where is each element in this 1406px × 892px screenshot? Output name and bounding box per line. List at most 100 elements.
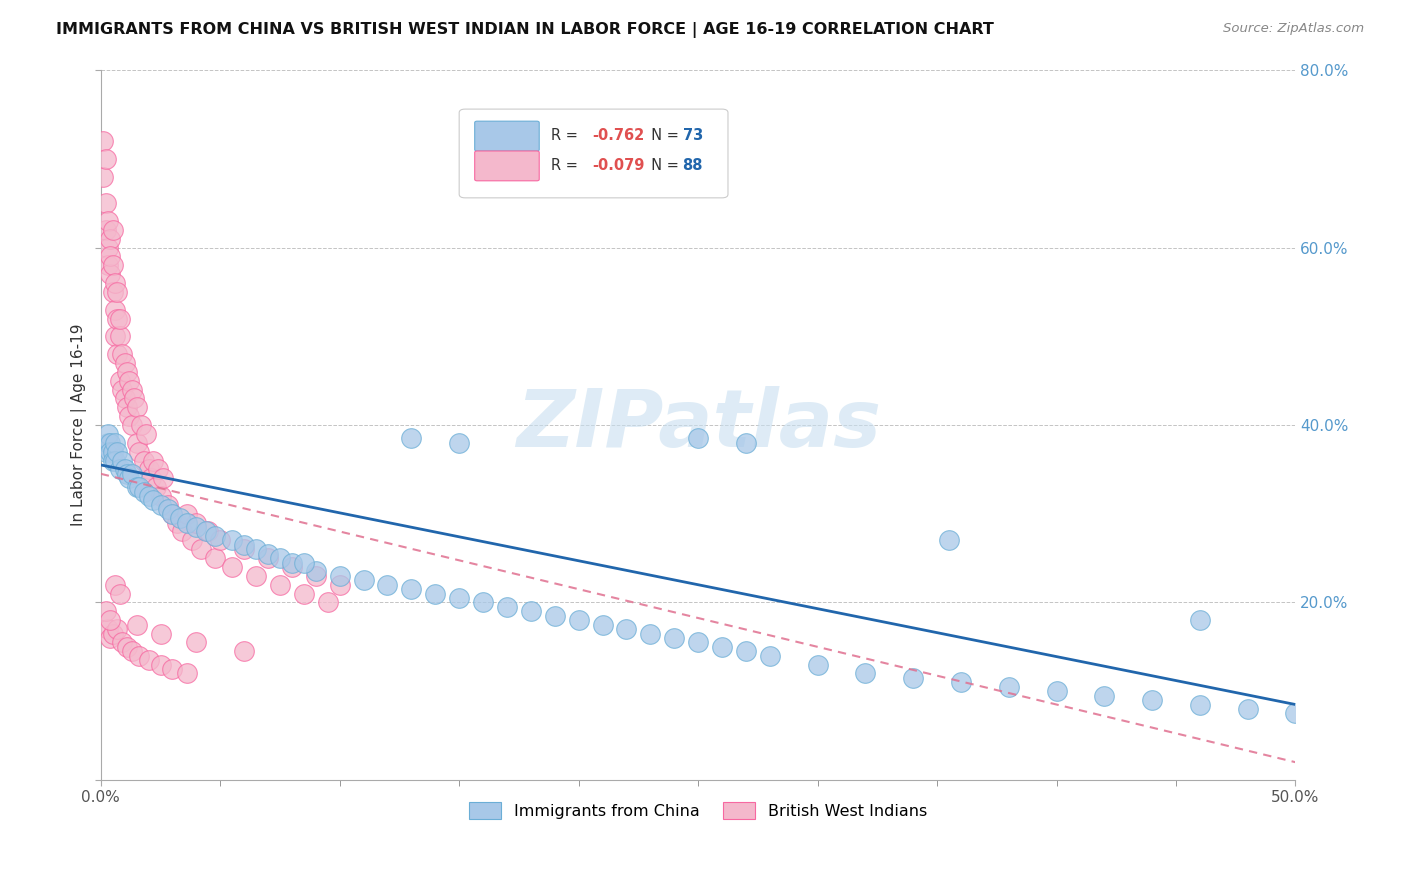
Y-axis label: In Labor Force | Age 16-19: In Labor Force | Age 16-19 xyxy=(72,324,87,526)
Point xyxy=(162,507,184,521)
Point xyxy=(221,560,243,574)
Point xyxy=(176,507,198,521)
Point xyxy=(121,383,143,397)
Text: N =: N = xyxy=(643,128,683,143)
Point xyxy=(520,604,543,618)
Point xyxy=(91,134,114,148)
Point xyxy=(114,392,136,406)
Point xyxy=(1236,702,1258,716)
Point xyxy=(104,453,127,467)
Point xyxy=(401,431,423,445)
Point xyxy=(664,631,686,645)
Point xyxy=(245,542,267,557)
Point xyxy=(97,258,120,272)
Point xyxy=(186,635,208,649)
Point xyxy=(176,516,198,530)
Point xyxy=(204,529,226,543)
Point xyxy=(115,467,138,481)
Point xyxy=(94,152,117,166)
Point xyxy=(209,533,232,548)
Point xyxy=(176,666,198,681)
Point xyxy=(149,657,172,672)
Point xyxy=(245,569,267,583)
Point xyxy=(135,426,157,441)
Text: 88: 88 xyxy=(682,158,703,173)
Point xyxy=(194,524,217,539)
Point xyxy=(101,258,124,272)
Point xyxy=(121,644,143,658)
FancyBboxPatch shape xyxy=(475,151,540,181)
Point xyxy=(98,631,121,645)
Point xyxy=(305,565,328,579)
Point xyxy=(118,471,141,485)
Point xyxy=(114,356,136,370)
Point xyxy=(568,613,591,627)
Point xyxy=(108,329,131,343)
Point xyxy=(735,644,758,658)
Point xyxy=(104,435,127,450)
Point xyxy=(186,516,208,530)
Point xyxy=(121,417,143,432)
Point xyxy=(1188,698,1211,712)
Point xyxy=(425,586,447,600)
Legend: Immigrants from China, British West Indians: Immigrants from China, British West Indi… xyxy=(463,796,934,825)
Point xyxy=(128,648,150,663)
Point xyxy=(94,223,117,237)
Point xyxy=(104,329,127,343)
Point xyxy=(107,311,129,326)
Point xyxy=(269,551,291,566)
Point xyxy=(107,444,129,458)
Point xyxy=(104,276,127,290)
Point xyxy=(111,383,134,397)
Text: R =: R = xyxy=(551,128,582,143)
Point xyxy=(544,608,567,623)
Point xyxy=(104,578,127,592)
Point xyxy=(186,520,208,534)
Point xyxy=(122,392,145,406)
Point xyxy=(269,578,291,592)
Point xyxy=(162,507,184,521)
Point xyxy=(125,480,148,494)
Point xyxy=(329,578,352,592)
Point xyxy=(115,640,138,654)
Point xyxy=(128,480,150,494)
Point xyxy=(97,435,120,450)
Point xyxy=(128,444,150,458)
Point xyxy=(149,626,172,640)
Point xyxy=(329,569,352,583)
Point xyxy=(98,435,121,450)
Point xyxy=(1140,693,1163,707)
Point xyxy=(146,462,169,476)
Point xyxy=(97,426,120,441)
Point xyxy=(132,453,155,467)
Point xyxy=(316,595,339,609)
Point xyxy=(125,435,148,450)
Point xyxy=(107,285,129,299)
Point xyxy=(108,586,131,600)
Point xyxy=(156,502,179,516)
Text: Source: ZipAtlas.com: Source: ZipAtlas.com xyxy=(1223,22,1364,36)
Point xyxy=(108,311,131,326)
Point xyxy=(281,560,304,574)
Point xyxy=(221,533,243,548)
Point xyxy=(233,644,256,658)
Point xyxy=(292,586,315,600)
Point xyxy=(94,604,117,618)
Point xyxy=(901,671,924,685)
Point xyxy=(115,401,138,415)
Point xyxy=(94,196,117,211)
Point xyxy=(142,493,165,508)
Text: R =: R = xyxy=(551,158,582,173)
Point xyxy=(104,302,127,317)
Point xyxy=(101,223,124,237)
Point xyxy=(257,551,280,566)
Point xyxy=(91,169,114,184)
Point xyxy=(496,599,519,614)
Point xyxy=(401,582,423,597)
Point xyxy=(111,347,134,361)
Point xyxy=(197,524,219,539)
Point xyxy=(97,241,120,255)
Point xyxy=(125,401,148,415)
Point xyxy=(353,574,375,588)
Point xyxy=(138,462,160,476)
